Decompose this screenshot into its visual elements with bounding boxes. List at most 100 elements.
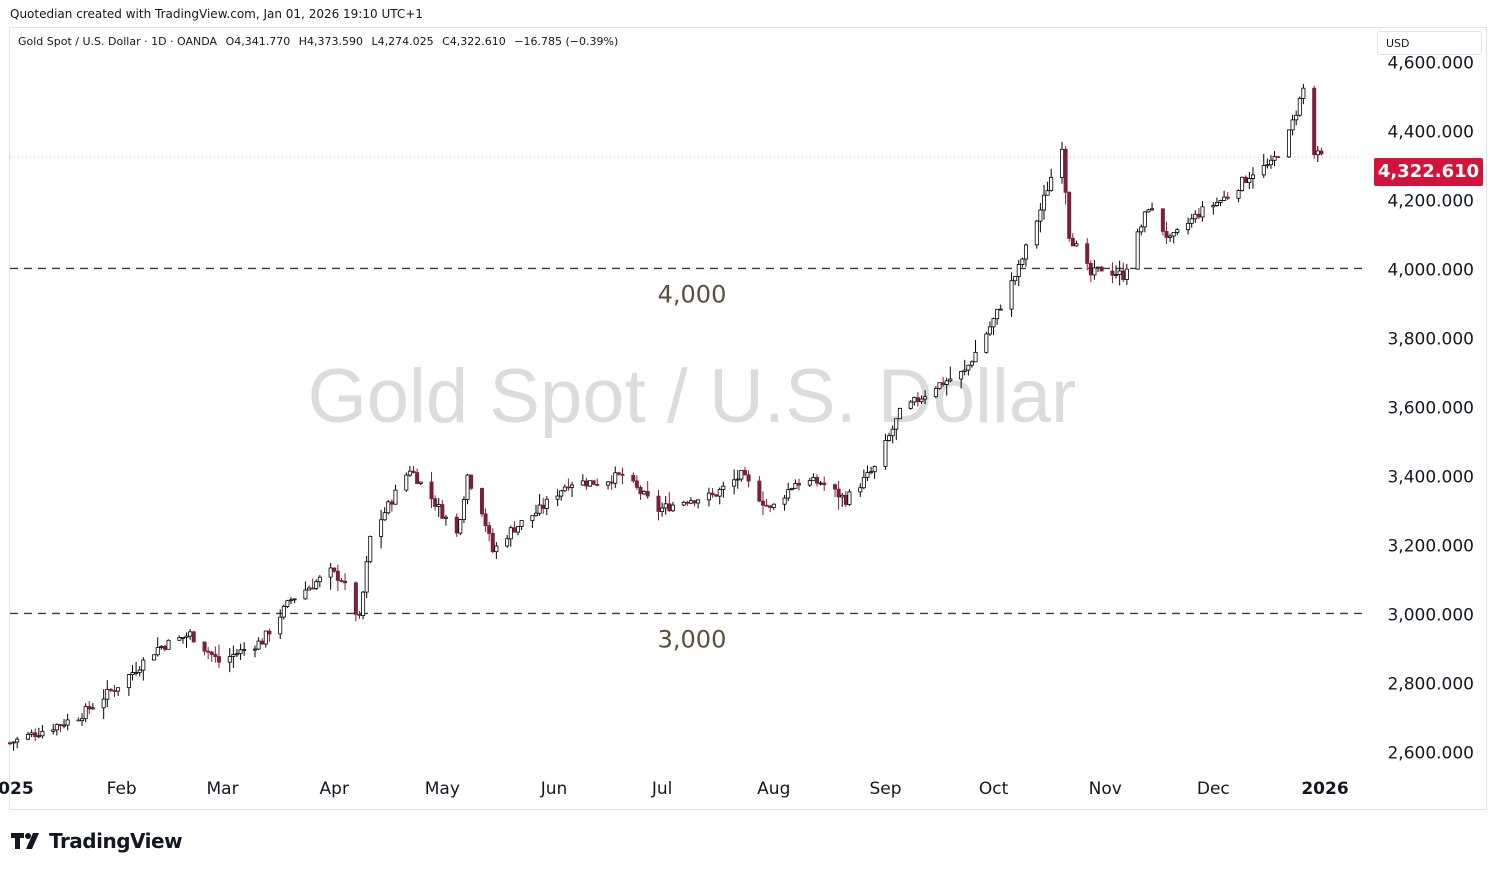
candle [429,471,434,509]
candle [613,466,618,488]
candle-body [202,641,207,652]
candle-body [609,481,614,484]
candle-body [616,472,621,475]
chart-frame[interactable] [9,27,1487,810]
candle [112,685,117,697]
candle [281,604,286,620]
attribution-text: Quotedian created with TradingView.com, … [10,7,423,21]
candle-body [40,730,45,737]
candle-body [429,481,434,500]
candle-body [912,397,917,403]
candle [815,474,820,487]
candle [890,425,895,444]
candle [706,487,711,507]
candle [234,648,239,658]
candle-body [984,333,989,353]
candle-body [328,567,333,578]
candle [1114,265,1119,279]
candle [1117,260,1122,286]
candle [984,331,989,354]
candle-body [11,741,16,744]
candle-body [162,646,167,650]
candle [454,513,459,537]
x-tick-label: Apr [320,779,349,799]
candle [1067,191,1072,242]
candle-body [1135,231,1140,270]
candle [83,703,88,723]
candle [415,468,420,484]
candle-body [292,598,297,601]
candle [65,713,70,731]
candle [357,610,362,619]
candle [721,481,726,498]
candle [216,644,221,668]
candle-body [80,718,85,722]
x-tick-label: Dec [1197,779,1230,799]
candle [29,729,34,738]
candle [206,646,211,660]
symbol-watermark: Gold Spot / U.S. Dollar [308,354,1077,439]
candle-body [407,470,412,476]
candle-body [1124,268,1129,280]
candle-body [184,635,189,638]
candle-body [998,308,1003,311]
candle-body [768,505,773,508]
candle-body [815,477,820,484]
candle [1070,233,1075,247]
currency-selector[interactable]: USD [1377,31,1482,55]
candle [645,481,650,499]
candle [595,478,600,487]
candle [1124,263,1129,285]
candle-body [717,489,722,497]
candle [919,395,924,404]
candle-body [379,519,384,537]
candle-body [404,474,409,491]
candle-body [793,482,798,489]
candle [242,642,247,656]
candle-body [685,501,690,504]
candle-body [126,674,131,689]
candle [353,581,358,622]
candle-body [797,482,802,486]
candle-body [231,653,236,657]
candle [797,478,802,491]
candle-body [534,512,539,517]
candle [1268,155,1273,169]
candle [764,498,769,507]
candle-body [908,401,913,409]
candle-body [62,724,67,727]
candle-body [1171,231,1176,237]
candle-body [710,492,715,496]
candle-body [1240,176,1245,191]
candle [458,518,463,536]
price-axis[interactable]: 2,600.000 2,800.000 3,000.000 3,200.000 3,40… [1387,53,1474,763]
candle [1146,208,1151,213]
candle [660,502,665,517]
candle-body [191,631,196,643]
candle-body [1096,266,1101,269]
candle-body [811,477,816,482]
candle [443,514,448,526]
tradingview-logo[interactable]: TradingView [11,829,183,853]
candle [1312,85,1317,159]
candle-body [1016,264,1021,277]
candle-body [1110,270,1115,276]
candle [62,719,67,729]
candle [1240,176,1245,192]
candle [793,479,798,489]
candle [757,476,762,502]
candle-body [1088,263,1093,276]
candle-body [933,388,938,398]
candle-body [343,580,348,584]
candle-body [389,501,394,505]
candle-body [101,698,106,709]
candle [580,474,585,486]
candle-body [54,724,59,731]
time-axis[interactable]: 2025 Feb Mar Apr May Jun Jul Aug Sep Oct Nov Dec 202… [0,779,1349,799]
candle [1211,202,1216,215]
candle [1135,228,1140,270]
candle-body [544,498,549,509]
candle [1261,153,1266,178]
candle [289,597,294,605]
